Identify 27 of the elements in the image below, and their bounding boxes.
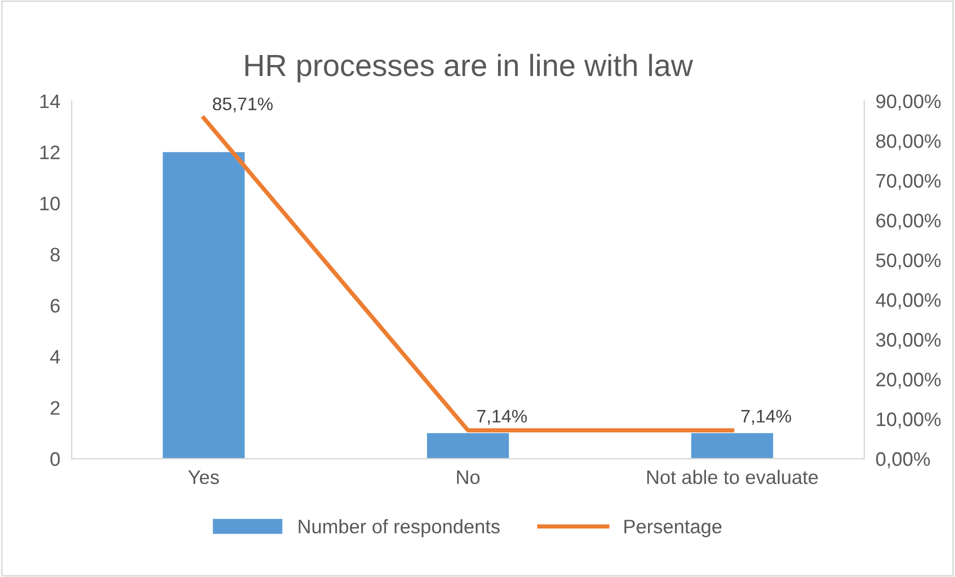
data-label: 7,14%: [477, 410, 527, 425]
y-tick-label: 12: [40, 146, 60, 160]
y-tick-label: 4: [50, 350, 60, 364]
x-tick-label: No: [457, 470, 480, 484]
x-tick-label: Yes: [188, 470, 219, 484]
y-tick-label: 6: [50, 298, 60, 313]
y2-tick-label: 0,00%: [876, 452, 930, 468]
y2-tick-label: 80,00%: [876, 134, 941, 150]
y-tick-label: 14: [40, 94, 60, 108]
legend-label: Number of respondents: [298, 519, 500, 538]
y2-tick-label: 30,00%: [876, 332, 941, 349]
data-label: 7,14%: [741, 410, 792, 425]
y2-tick-label: 50,00%: [876, 253, 941, 270]
y-tick-label: 0: [50, 452, 60, 466]
y2-tick-label: 70,00%: [876, 174, 941, 190]
y-tick-label: 8: [50, 248, 60, 262]
y2-tick-label: 20,00%: [876, 372, 941, 389]
y2-tick-label: 60,00%: [876, 214, 941, 230]
data-label: 85,71%: [212, 98, 273, 112]
x-tick-label: Not able to evaluate: [647, 470, 818, 484]
y-tick-label: 10: [40, 196, 60, 210]
y2-tick-label: 10,00%: [876, 412, 941, 428]
y2-tick-label: 40,00%: [876, 293, 941, 310]
legend-label: Persentage: [624, 520, 722, 538]
y2-tick-label: 90,00%: [876, 94, 941, 111]
y-tick-label: 2: [50, 401, 60, 415]
chart-title: HR processes are in line with law: [245, 54, 694, 82]
